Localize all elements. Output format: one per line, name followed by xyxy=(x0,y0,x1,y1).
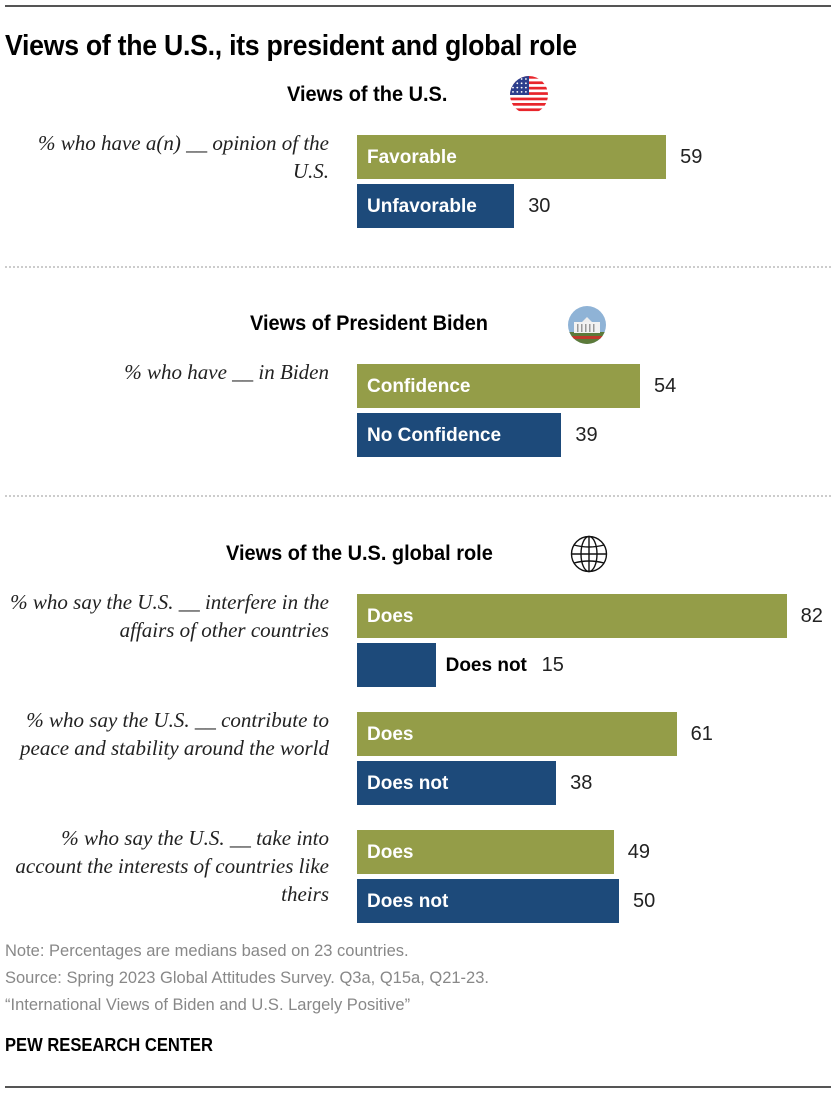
data-label: 15 xyxy=(541,654,564,676)
section-title: Views of the U.S. xyxy=(287,83,448,106)
bar-positive: Does xyxy=(357,830,614,874)
globe-icon xyxy=(570,535,608,573)
top-rule xyxy=(5,5,831,7)
bar-negative: Unfavorable xyxy=(357,184,515,228)
note: Note: Percentages are medians based on 2… xyxy=(5,942,409,960)
data-label: 49 xyxy=(627,841,650,863)
bar-label: Favorable xyxy=(367,147,457,168)
bar-positive: Favorable xyxy=(357,135,667,179)
bar-negative: Does not xyxy=(357,879,619,923)
bar-positive: Confidence xyxy=(357,364,640,408)
bar-negative: Does not xyxy=(357,761,557,805)
bar-label: Does not xyxy=(367,891,449,912)
chart-title: Views of the U.S., its president and glo… xyxy=(5,30,577,62)
section-title: Views of the U.S. global role xyxy=(226,542,493,565)
bar-label: Does not xyxy=(445,655,527,676)
bar-label: Confidence xyxy=(367,376,471,397)
bar-positive: Does xyxy=(357,712,677,756)
bar-negative: Does not xyxy=(357,643,527,687)
data-label: 82 xyxy=(800,605,823,627)
question-label: % who say the U.S. __ take into account … xyxy=(15,826,329,906)
section-divider xyxy=(5,495,831,497)
data-label: 50 xyxy=(633,890,656,912)
data-label: 59 xyxy=(680,146,703,168)
brand-logo: PEW RESEARCH CENTER xyxy=(5,1035,213,1055)
bar-label: Does xyxy=(367,724,414,745)
section-title: Views of President Biden xyxy=(250,312,488,335)
question-label: % who have a(n) __ opinion of the U.S. xyxy=(37,131,329,183)
question-label: % who have __ in Biden xyxy=(124,360,329,384)
report-title: “International Views of Biden and U.S. L… xyxy=(5,996,411,1014)
bar-label: No Confidence xyxy=(367,425,502,446)
bar-negative: No Confidence xyxy=(357,413,562,457)
white-house-icon xyxy=(568,306,606,344)
bar-label: Does not xyxy=(367,773,449,794)
bar-positive: Does xyxy=(357,594,787,638)
bottom-rule xyxy=(5,1086,831,1088)
bar-label: Does xyxy=(367,606,414,627)
data-label: 61 xyxy=(690,723,713,745)
data-label: 39 xyxy=(575,424,598,446)
us-flag-icon xyxy=(510,76,548,114)
question-label: % who say the U.S. __ interfere in the a… xyxy=(10,590,329,642)
bar-label: Does xyxy=(367,842,414,863)
bar-label: Unfavorable xyxy=(367,196,477,217)
data-label: 54 xyxy=(653,375,677,397)
source: Source: Spring 2023 Global Attitudes Sur… xyxy=(5,969,489,987)
question-label: % who say the U.S. __ contribute to peac… xyxy=(20,708,329,760)
data-label: 38 xyxy=(570,772,593,794)
data-label: 30 xyxy=(528,195,551,217)
section-divider xyxy=(5,266,831,268)
